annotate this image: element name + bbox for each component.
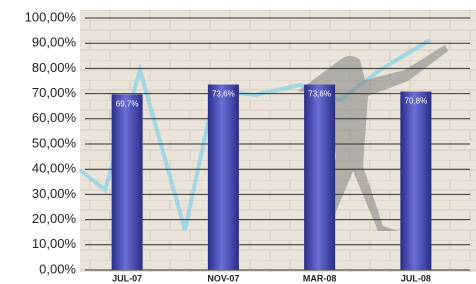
y-tick-label: 0,00% [39, 261, 76, 276]
y-tick-label: 70,00% [32, 85, 77, 100]
value-label: 73,6% [308, 90, 331, 99]
x-tick-label: JUL-08 [401, 273, 431, 283]
y-tick-label: 30,00% [32, 186, 77, 201]
x-tick-label: NOV-07 [207, 273, 239, 283]
y-tick-label: 100,00% [25, 9, 77, 24]
y-tick-label: 20,00% [32, 211, 77, 226]
y-tick-label: 40,00% [32, 161, 77, 176]
y-tick-label: 90,00% [32, 35, 77, 50]
y-tick-label: 80,00% [32, 60, 77, 75]
bar [304, 85, 335, 270]
value-label: 73,6% [212, 90, 235, 99]
y-tick-label: 60,00% [32, 110, 77, 125]
x-tick-label: MAR-08 [303, 273, 337, 283]
y-tick-label: 10,00% [32, 236, 77, 251]
value-label: 70,8% [405, 97, 428, 106]
bar [400, 92, 431, 270]
y-tick-label: 50,00% [32, 135, 77, 150]
chart: 0,00% 10,00% 20,00% 30,00% 40,00% 50,00% 60,00… [0, 0, 476, 284]
bar [112, 94, 143, 270]
x-tick-label: JUL-07 [112, 273, 142, 283]
bar [208, 85, 239, 270]
value-label: 69,7% [116, 99, 139, 108]
